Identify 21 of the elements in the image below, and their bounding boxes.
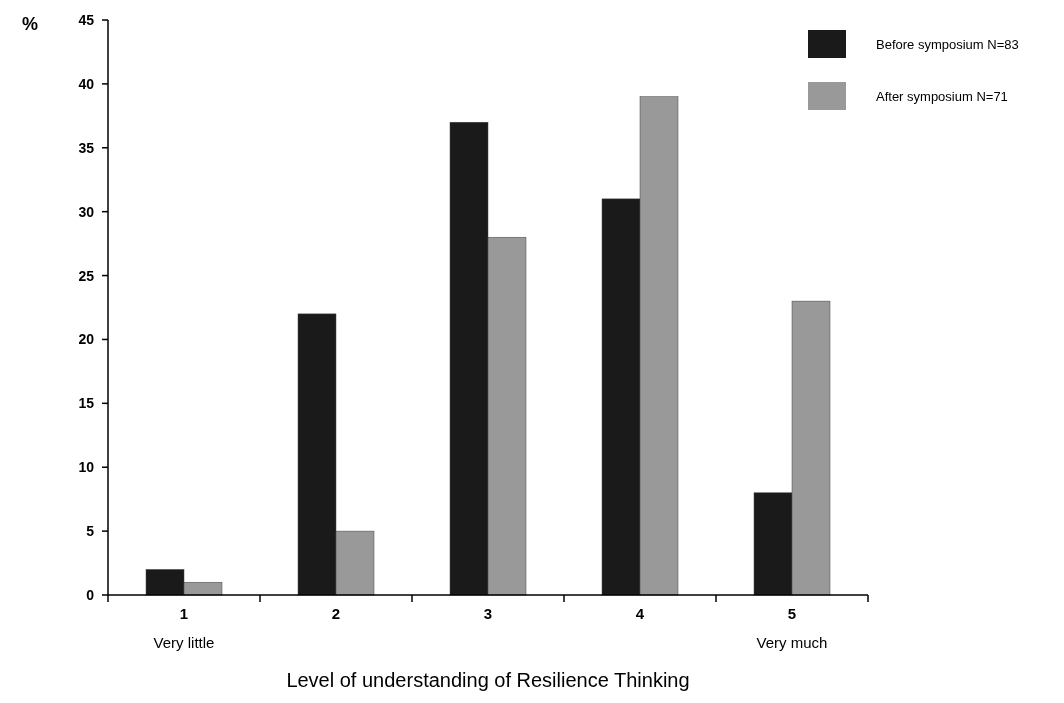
x-tick-label: 2 [331,605,341,622]
legend-label: After symposium N=71 [876,89,1008,104]
legend-label: Before symposium N=83 [876,37,1019,52]
y-tick-label: 0 [86,587,95,603]
y-tick-label: 30 [78,203,95,220]
y-tick-label: 20 [78,331,95,348]
y-tick-label: 10 [78,459,95,476]
x-axis-title: Level of understanding of Resilience Thinking [286,669,690,691]
y-tick-label: 5 [86,523,95,540]
x-tick-label: 3 [483,605,493,622]
x-tick-label: 4 [635,605,645,622]
y-axis-title: % [21,14,39,34]
text: Very little [153,634,215,651]
x-tick-label: 5 [787,605,797,622]
x-tick-label: 1 [179,605,189,622]
y-tick-label: 35 [78,139,95,156]
y-tick-label: 25 [78,267,95,284]
y-tick-label: 15 [78,395,95,412]
y-tick-label: 40 [78,75,95,92]
text: Very much [756,634,828,651]
y-tick-label: 45 [78,12,95,28]
